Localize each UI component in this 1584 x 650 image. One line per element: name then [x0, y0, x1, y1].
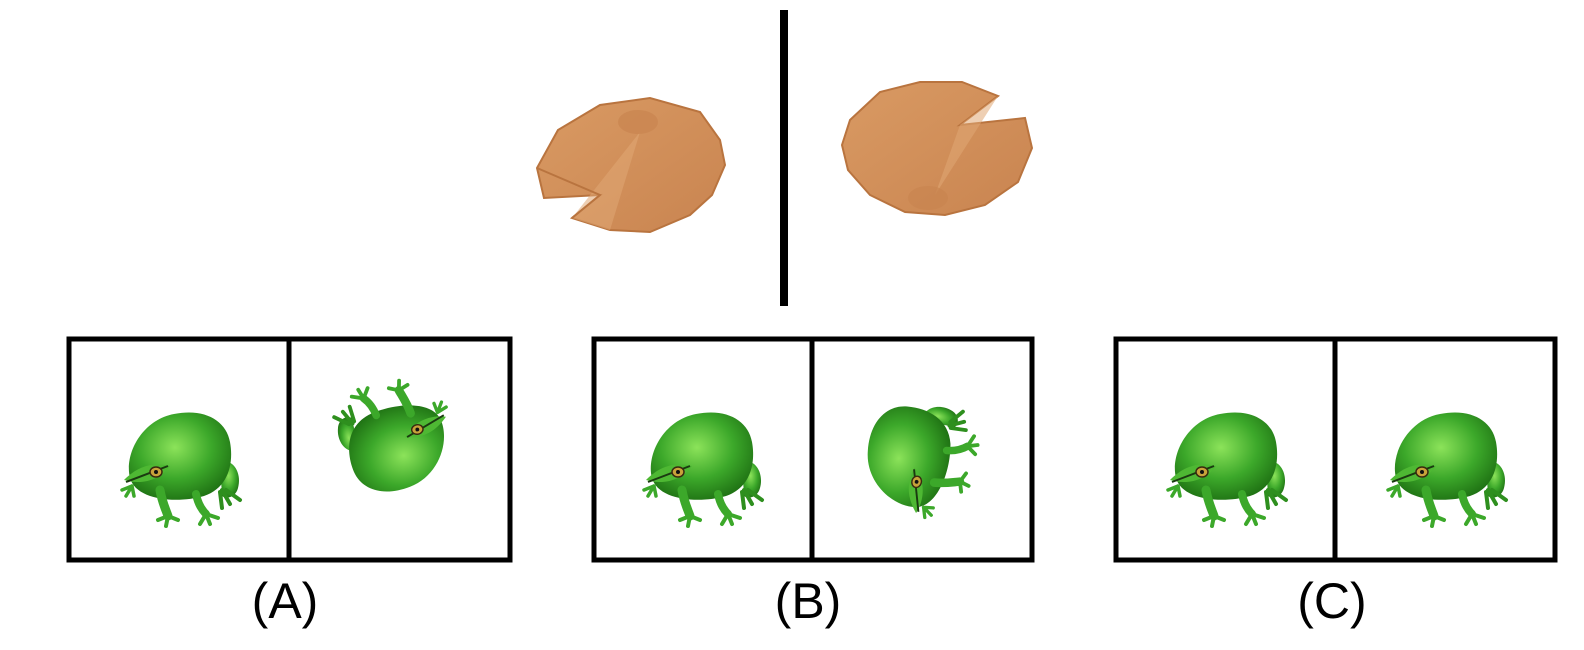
reference-pair: [535, 10, 1034, 306]
option-c-label: (C): [1297, 573, 1366, 629]
lily-pad-cone-icon-right: [840, 81, 1034, 217]
option-a-label: (A): [252, 573, 319, 629]
divider-line: [780, 10, 788, 306]
option-b-label: (B): [775, 573, 842, 629]
option-b[interactable]: (B): [591, 336, 1035, 629]
lily-pad-cone-icon-left: [535, 96, 727, 234]
option-a[interactable]: (A): [66, 336, 513, 629]
option-c[interactable]: (C): [1113, 336, 1558, 629]
